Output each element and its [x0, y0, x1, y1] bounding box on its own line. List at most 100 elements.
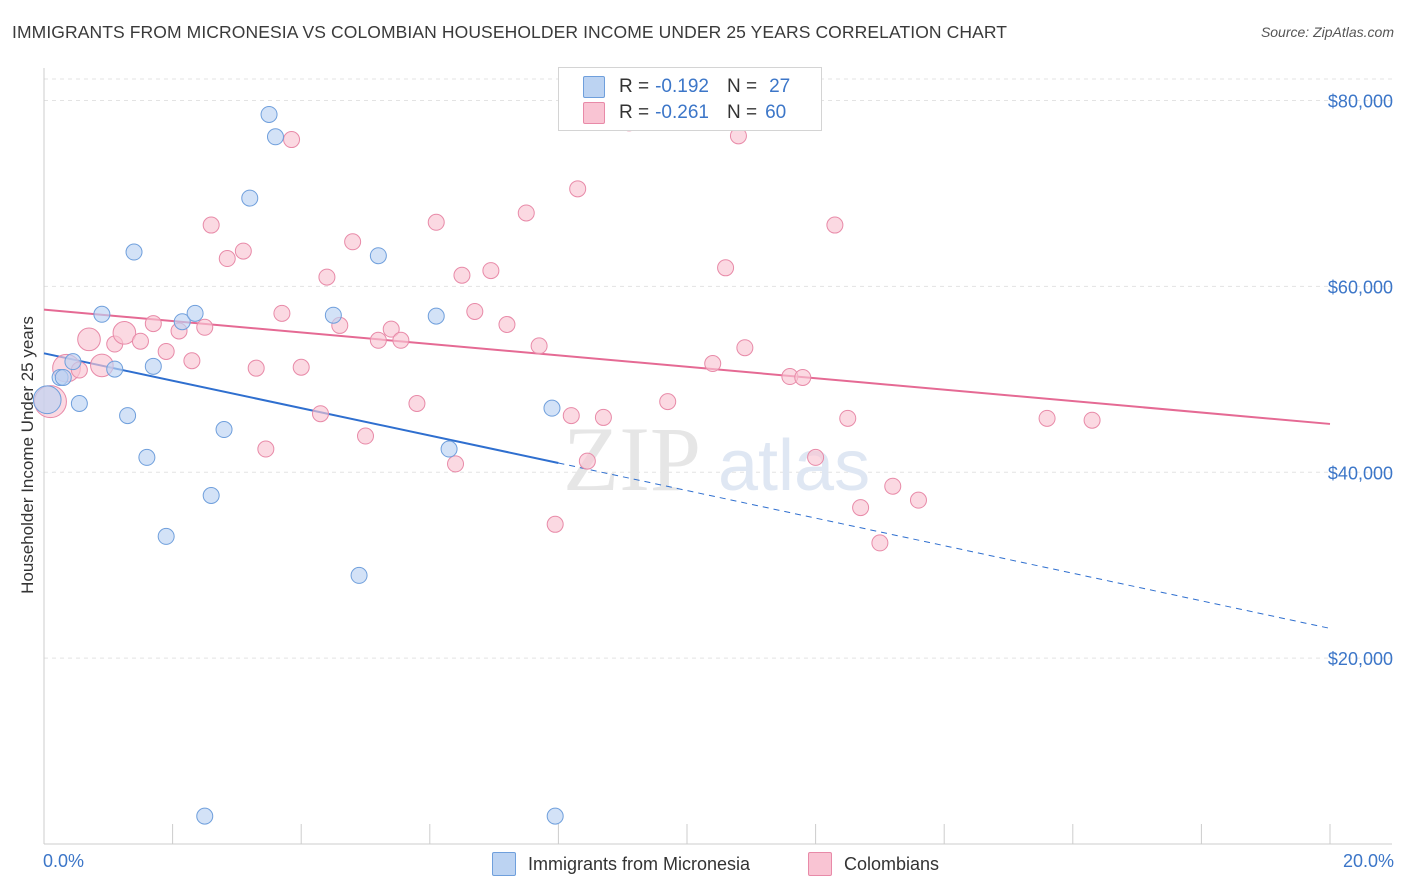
point-micronesia: [106, 360, 124, 378]
point-micronesia: [186, 304, 204, 322]
trend-line-colombians: [43, 308, 1331, 425]
point-colombians: [546, 515, 564, 533]
point-micronesia: [32, 385, 62, 415]
y-tick-label: $60,000: [1328, 277, 1393, 297]
point-colombians: [318, 268, 336, 286]
point-micronesia: [369, 247, 387, 265]
point-colombians: [794, 368, 812, 386]
legend-n-label: N =: [726, 76, 758, 97]
legend-r-label: R =: [619, 102, 650, 123]
point-colombians: [157, 342, 175, 360]
point-colombians: [273, 304, 291, 322]
point-micronesia: [350, 566, 368, 584]
x-tick-label-min: 0.0%: [43, 851, 85, 871]
point-colombians: [466, 302, 484, 320]
point-micronesia: [157, 527, 175, 545]
point-colombians: [202, 216, 220, 234]
point-micronesia: [54, 368, 72, 386]
axes: [43, 68, 1392, 845]
point-colombians: [369, 331, 387, 349]
legend-row-colombians: R = -0.261 N = 60: [583, 100, 786, 126]
watermark-atlas: atlas: [718, 426, 870, 506]
point-colombians: [807, 448, 825, 466]
trend-line-micronesia: [43, 352, 559, 464]
point-colombians: [257, 440, 275, 458]
y-tick-label: $80,000: [1328, 92, 1393, 112]
point-colombians: [704, 355, 722, 373]
point-micronesia: [241, 189, 259, 207]
point-colombians: [578, 452, 596, 470]
bottom-legend-swatch-pink: [808, 852, 832, 876]
point-colombians: [498, 315, 516, 333]
trend-lines: [43, 308, 1331, 629]
point-colombians: [382, 320, 400, 338]
bottom-legend-colombians: Colombians: [808, 851, 939, 877]
point-colombians: [218, 250, 236, 268]
bottom-legend-label: Immigrants from Micronesia: [528, 853, 751, 874]
point-colombians: [292, 358, 310, 376]
point-micronesia: [266, 128, 284, 146]
legend-r-value: -0.261: [655, 102, 709, 123]
point-colombians: [562, 407, 580, 425]
point-colombians: [283, 131, 301, 149]
point-colombians: [594, 408, 612, 426]
point-colombians: [517, 204, 535, 222]
source-credit: Source: ZipAtlas.com: [1260, 24, 1394, 40]
point-colombians: [482, 262, 500, 280]
legend-swatch-pink: [583, 102, 605, 124]
point-colombians: [344, 233, 362, 251]
y-tick-label: $40,000: [1328, 463, 1393, 483]
y-tick-labels: $20,000 $40,000 $60,000 $80,000: [1328, 92, 1393, 670]
point-micronesia: [173, 313, 191, 331]
point-colombians: [234, 242, 252, 260]
point-colombians: [131, 332, 149, 350]
point-colombians: [196, 318, 214, 336]
point-colombians: [392, 331, 410, 349]
y-axis-label: Householder Income Under 25 years: [18, 316, 37, 594]
point-micronesia: [125, 243, 143, 261]
point-colombians: [183, 352, 201, 370]
bottom-legend-label: Colombians: [844, 853, 940, 874]
point-colombians: [427, 213, 445, 231]
point-colombians: [447, 455, 465, 473]
point-micronesia: [543, 399, 561, 417]
legend-n-value: 60: [765, 102, 787, 123]
legend-r-value: -0.192: [655, 76, 709, 97]
data-points: [32, 105, 1101, 825]
point-colombians: [77, 327, 101, 352]
point-colombians: [717, 259, 735, 277]
point-micronesia: [427, 307, 445, 325]
legend-row-micronesia: R = -0.192 N = 27: [583, 74, 790, 100]
point-colombians: [569, 180, 587, 198]
point-micronesia: [260, 105, 278, 123]
x-tick-label-max: 20.0%: [1342, 851, 1394, 871]
point-colombians: [909, 491, 927, 509]
point-micronesia: [138, 448, 156, 466]
point-micronesia: [64, 353, 82, 371]
point-micronesia: [119, 407, 137, 425]
bottom-legend-micronesia: Immigrants from Micronesia: [492, 851, 750, 877]
point-micronesia: [440, 440, 458, 458]
legend-n-label: N =: [726, 102, 758, 123]
point-colombians: [408, 394, 426, 412]
point-colombians: [357, 427, 374, 445]
point-micronesia: [546, 807, 564, 825]
point-colombians: [852, 499, 870, 517]
point-colombians: [659, 393, 677, 411]
watermark: ZIP atlas: [563, 408, 870, 510]
bottom-legend-swatch-blue: [492, 852, 516, 876]
point-colombians: [453, 266, 471, 284]
point-micronesia: [196, 807, 214, 825]
point-colombians: [247, 359, 265, 377]
point-colombians: [1083, 411, 1101, 429]
legend-swatch-blue: [583, 76, 605, 98]
point-micronesia: [144, 357, 162, 375]
point-colombians: [826, 216, 844, 234]
point-colombians: [530, 337, 548, 355]
correlation-legend: R = -0.192 N = 27 R = -0.261 N = 60: [558, 67, 822, 131]
point-colombians: [144, 315, 162, 333]
point-micronesia: [215, 421, 233, 439]
point-micronesia: [70, 394, 88, 412]
point-micronesia: [202, 486, 220, 504]
